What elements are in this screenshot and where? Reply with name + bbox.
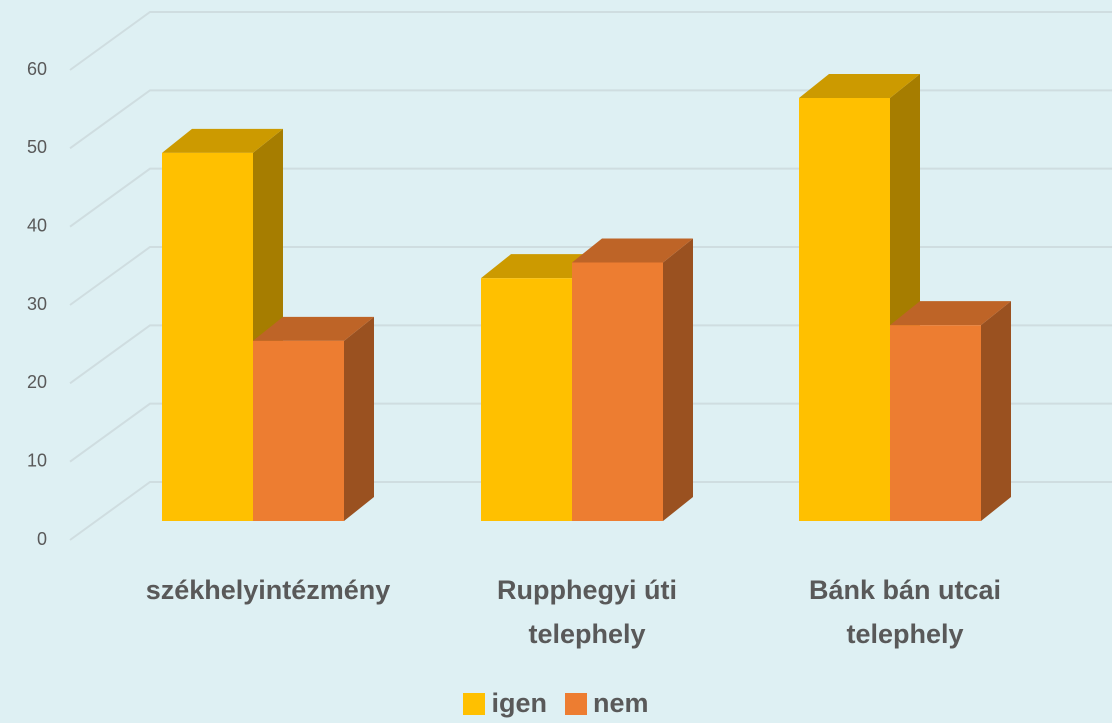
bar-top <box>799 74 920 98</box>
grid-line <box>69 481 1112 541</box>
y-tick-label: 30 <box>27 294 47 314</box>
bar <box>890 325 981 521</box>
y-tick-label: 50 <box>27 137 47 157</box>
grid-line <box>69 324 1112 385</box>
legend-swatch <box>564 692 587 715</box>
grid-line <box>69 246 1112 306</box>
bar-side <box>344 316 374 521</box>
legend-item: nem <box>564 688 649 719</box>
x-tick-label: székhelyintézmény <box>145 575 391 605</box>
bar-top <box>481 254 602 279</box>
legend-swatch <box>463 692 486 715</box>
grid-line <box>69 11 1112 71</box>
x-tick-label: Rupphegyi úti telephely <box>497 575 677 649</box>
y-tick-label: 20 <box>27 372 47 392</box>
legend: igen nem <box>0 688 1112 719</box>
y-tick-label: 0 <box>37 529 47 549</box>
bar <box>572 262 663 521</box>
grid-line <box>69 402 1112 463</box>
bar-top <box>162 128 283 153</box>
y-tick-label: 40 <box>27 215 47 235</box>
y-tick-label: 60 <box>27 59 47 79</box>
bar <box>481 278 572 521</box>
legend-label: nem <box>592 688 649 718</box>
bar <box>162 152 253 522</box>
grid-line <box>69 167 1112 228</box>
bar <box>253 340 344 521</box>
bar-side <box>663 238 693 521</box>
x-tick-label: Bánk bán utcai telephely <box>808 575 1002 649</box>
bar <box>799 98 890 521</box>
bar-side <box>981 301 1011 521</box>
bar-top <box>572 238 693 263</box>
y-tick-label: 10 <box>27 450 47 470</box>
bar-top <box>253 316 374 341</box>
legend-label: igen <box>491 688 547 718</box>
legend-item: igen <box>463 688 547 719</box>
grid-line <box>69 89 1112 150</box>
bar-top <box>890 301 1011 326</box>
